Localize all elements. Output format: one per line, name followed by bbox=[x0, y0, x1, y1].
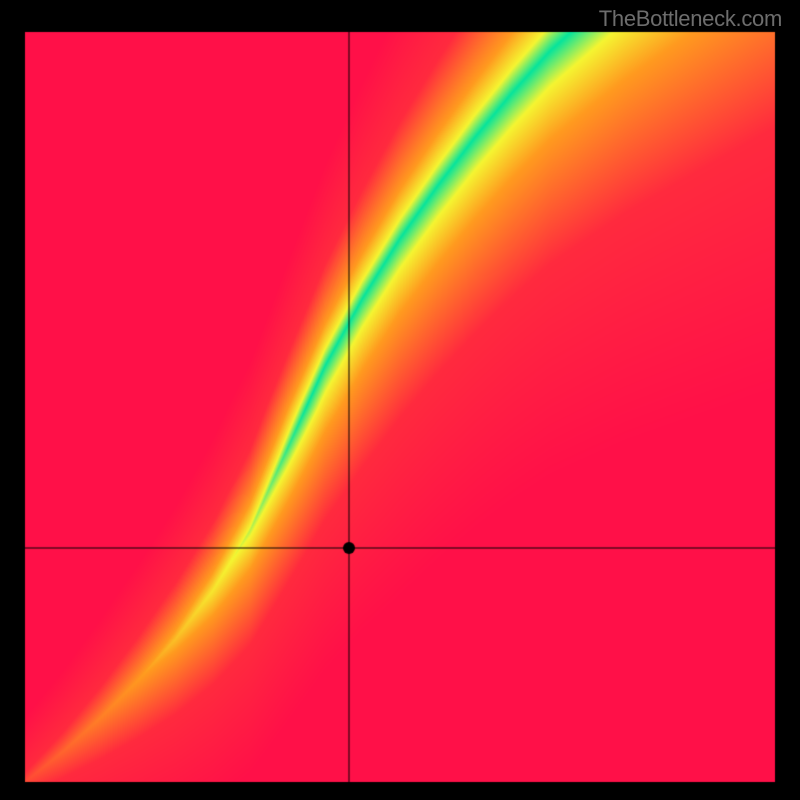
bottleneck-heatmap-canvas bbox=[0, 0, 800, 800]
chart-container: TheBottleneck.com bbox=[0, 0, 800, 800]
watermark-label: TheBottleneck.com bbox=[599, 6, 782, 32]
